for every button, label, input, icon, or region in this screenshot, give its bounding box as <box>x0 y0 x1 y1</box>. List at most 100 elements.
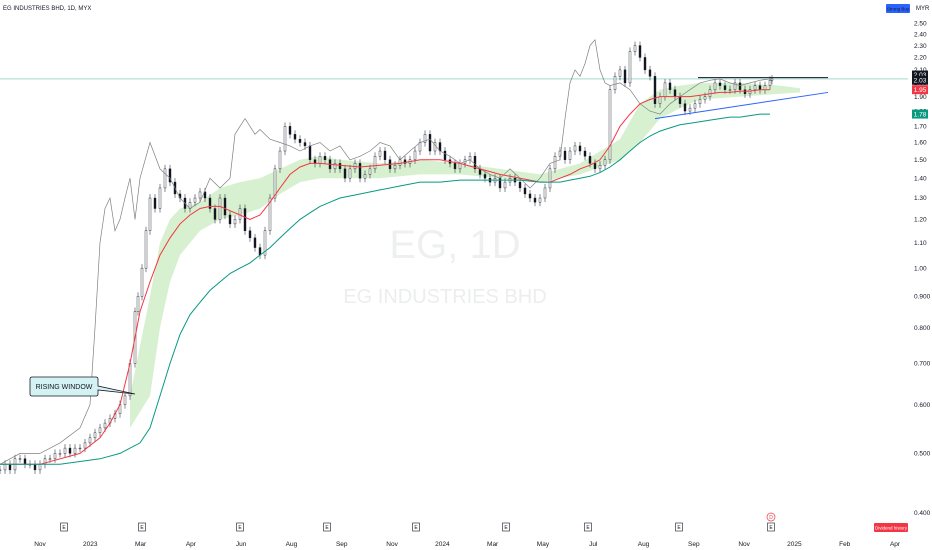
candle-body <box>88 437 92 444</box>
price-label-text: 2.03 <box>914 77 927 84</box>
candle-body <box>588 156 592 164</box>
dividend-marker[interactable] <box>766 512 776 522</box>
price-label-bg <box>912 85 928 95</box>
price-label-bg <box>912 75 928 85</box>
rising-window-callout[interactable]: RISING WINDOW <box>29 376 136 397</box>
candle-body <box>248 230 252 239</box>
candle-body <box>283 126 287 152</box>
candle-body <box>223 197 227 216</box>
candle-body <box>593 163 597 170</box>
candle-body <box>743 89 747 95</box>
candle-body <box>668 82 672 90</box>
candle-body <box>213 208 217 220</box>
candle-body <box>140 267 144 297</box>
candle-body <box>333 163 337 170</box>
candle-body <box>368 168 372 175</box>
y-tick-label: 0.800 <box>914 325 931 332</box>
plot-area <box>0 39 908 474</box>
price-label-bg <box>912 70 928 80</box>
candle-body <box>93 432 97 439</box>
y-tick-label: 1.10 <box>914 240 927 247</box>
candle-body <box>378 150 382 157</box>
rating-badge[interactable] <box>886 4 910 13</box>
x-tick-label: May <box>537 541 550 548</box>
x-tick-label: 2023 <box>83 541 98 548</box>
watermark-name: EG INDUSTRIES BHD <box>343 286 546 308</box>
x-tick-label: Sep <box>336 541 348 548</box>
trend-line <box>654 91 829 120</box>
candle-body <box>723 85 727 90</box>
candle-body <box>728 89 732 91</box>
candle-body <box>713 82 717 90</box>
candle-body <box>78 447 82 450</box>
candle-body <box>358 163 362 179</box>
x-tick-label: Sep <box>688 541 700 548</box>
candle-body <box>718 82 722 86</box>
candle-body <box>523 187 527 195</box>
candle-body <box>733 82 737 90</box>
y-tick-label: 2.40 <box>914 31 927 38</box>
candle-body <box>253 237 257 248</box>
y-tick-label: 1.90 <box>914 94 927 101</box>
earnings-marker <box>236 522 244 532</box>
candle-body <box>148 197 152 231</box>
y-tick-label: 2.50 <box>914 20 927 27</box>
x-tick-label: Nov <box>386 541 398 548</box>
candle-body <box>323 156 327 160</box>
candle-body <box>693 103 697 109</box>
x-axis: Nov 2023 Mar Apr Jun Aug Sep Nov 2024 Mar May Jul Au… <box>34 541 901 548</box>
candle-body <box>658 96 662 104</box>
y-tick-label: 1.60 <box>914 140 927 147</box>
y-tick-label: 2.30 <box>914 43 927 50</box>
earnings-marker-text: E <box>677 525 681 531</box>
candle-body <box>688 107 692 112</box>
candle-body <box>268 197 272 231</box>
candle-body <box>768 80 772 86</box>
chart-title: EG INDUSTRIES BHD, 1D, MYX <box>3 6 91 12</box>
earnings-marker <box>323 522 331 532</box>
candle-body <box>168 168 172 183</box>
candle-body <box>313 159 317 164</box>
candle-body <box>48 458 52 460</box>
candle-body <box>136 296 140 312</box>
candle-body <box>228 214 232 225</box>
candle-body <box>68 447 72 454</box>
price-labels: 2.032.03 1.95 1.78 <box>912 70 928 119</box>
candle-body <box>98 427 102 434</box>
candle-body <box>393 164 397 170</box>
series-line-2 <box>0 89 770 465</box>
candle-body <box>233 219 237 225</box>
x-tick-label: Aug <box>638 541 650 548</box>
candle-body <box>748 89 752 95</box>
candle-body <box>753 85 757 90</box>
candle-body <box>203 191 207 199</box>
dividend-history-button[interactable] <box>874 523 908 532</box>
candle-body <box>153 197 157 209</box>
price-label-text: 2.03 <box>914 72 927 79</box>
candle-body <box>33 464 37 471</box>
y-tick-label: 1.70 <box>914 124 927 131</box>
candle-body <box>623 69 627 84</box>
x-tick-label: Feb <box>839 541 851 548</box>
candle-body <box>293 134 297 140</box>
y-tick-label: 0.500 <box>914 451 931 458</box>
candle-body <box>738 82 742 90</box>
candle-body <box>603 159 607 166</box>
earnings-marker-text: E <box>140 525 144 531</box>
candle-body <box>3 464 7 471</box>
x-tick-label: Aug <box>286 541 298 548</box>
y-tick-label: 1.30 <box>914 195 927 202</box>
candle-body <box>473 156 477 170</box>
candle-body <box>758 85 762 90</box>
y-tick-label: 0.400 <box>914 510 931 517</box>
candle-body <box>648 69 652 77</box>
candle-body <box>533 197 537 203</box>
dividend-marker-text: D <box>769 515 773 521</box>
series-line-3 <box>0 113 770 465</box>
candle-body <box>643 57 647 71</box>
x-tick-label: 2025 <box>787 541 802 548</box>
candle-body <box>144 230 148 269</box>
candle-body <box>418 142 422 152</box>
candle-body <box>673 89 677 97</box>
